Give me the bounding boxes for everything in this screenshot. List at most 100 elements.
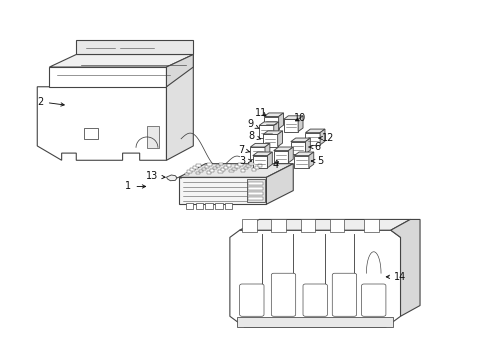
Bar: [206, 171, 211, 174]
Text: 12: 12: [318, 133, 334, 143]
Text: 1: 1: [125, 181, 145, 192]
Bar: [193, 166, 197, 169]
Text: 11: 11: [255, 108, 267, 118]
Polygon shape: [166, 54, 193, 87]
Bar: [185, 203, 193, 208]
Bar: [237, 317, 392, 327]
Text: 9: 9: [247, 120, 259, 129]
Polygon shape: [259, 122, 278, 126]
Bar: [83, 128, 98, 139]
Bar: [198, 170, 203, 172]
Bar: [209, 169, 214, 172]
Bar: [329, 220, 344, 232]
Polygon shape: [49, 54, 193, 67]
Polygon shape: [178, 164, 293, 177]
Bar: [201, 168, 205, 170]
Bar: [229, 170, 233, 172]
Polygon shape: [305, 138, 310, 154]
Bar: [205, 203, 212, 208]
Polygon shape: [37, 87, 166, 160]
Bar: [218, 163, 223, 165]
Bar: [215, 165, 220, 167]
Polygon shape: [239, 220, 409, 230]
Bar: [249, 163, 253, 165]
Polygon shape: [283, 116, 303, 120]
Polygon shape: [166, 54, 193, 160]
Bar: [251, 168, 256, 171]
Text: 4: 4: [272, 160, 278, 170]
Bar: [294, 156, 308, 168]
Polygon shape: [278, 113, 283, 129]
Bar: [196, 164, 200, 167]
Bar: [242, 220, 256, 232]
Bar: [195, 203, 203, 208]
Polygon shape: [250, 143, 269, 147]
Bar: [248, 181, 263, 185]
Text: 7: 7: [238, 144, 249, 154]
Polygon shape: [308, 152, 313, 168]
Bar: [212, 167, 217, 170]
Bar: [248, 197, 263, 200]
Text: 3: 3: [239, 156, 251, 166]
Polygon shape: [252, 152, 272, 156]
Bar: [283, 120, 298, 132]
FancyBboxPatch shape: [239, 284, 264, 316]
Bar: [257, 164, 262, 167]
Bar: [300, 220, 315, 232]
Bar: [195, 172, 200, 175]
Bar: [246, 179, 265, 202]
Bar: [238, 163, 242, 166]
Bar: [363, 220, 378, 232]
Polygon shape: [305, 129, 325, 133]
Text: 10: 10: [294, 113, 306, 123]
Bar: [252, 156, 267, 168]
Text: 13: 13: [145, 171, 165, 181]
Polygon shape: [294, 152, 313, 156]
Bar: [248, 192, 263, 195]
Polygon shape: [229, 230, 400, 327]
Bar: [259, 126, 273, 138]
Bar: [215, 203, 222, 208]
Bar: [290, 141, 305, 154]
Polygon shape: [264, 143, 269, 159]
Bar: [246, 165, 250, 167]
Text: 5: 5: [311, 156, 323, 166]
FancyBboxPatch shape: [361, 284, 385, 316]
Bar: [187, 171, 191, 173]
Text: 6: 6: [308, 142, 320, 152]
Bar: [254, 166, 259, 169]
Polygon shape: [273, 122, 278, 138]
Bar: [224, 203, 232, 208]
Bar: [235, 166, 239, 168]
Bar: [204, 166, 208, 168]
Text: 2: 2: [38, 97, 64, 107]
Text: 8: 8: [248, 131, 260, 141]
Bar: [243, 167, 247, 170]
FancyBboxPatch shape: [303, 284, 327, 316]
Bar: [232, 168, 236, 170]
Text: 14: 14: [386, 272, 406, 282]
Polygon shape: [290, 138, 310, 141]
Polygon shape: [267, 152, 272, 168]
Bar: [224, 166, 228, 169]
Polygon shape: [166, 175, 177, 181]
Bar: [305, 133, 320, 145]
Bar: [250, 147, 264, 159]
Polygon shape: [390, 220, 419, 316]
Bar: [184, 173, 188, 175]
Bar: [190, 168, 194, 171]
Bar: [221, 168, 225, 171]
Bar: [178, 177, 266, 204]
FancyBboxPatch shape: [271, 273, 295, 316]
Polygon shape: [288, 147, 293, 163]
FancyBboxPatch shape: [331, 273, 356, 316]
Bar: [263, 134, 277, 147]
Bar: [226, 164, 231, 167]
Bar: [218, 171, 222, 173]
Bar: [264, 117, 278, 129]
Bar: [248, 186, 263, 190]
Polygon shape: [266, 164, 293, 204]
Polygon shape: [49, 67, 166, 87]
Polygon shape: [298, 116, 303, 132]
Polygon shape: [273, 147, 293, 150]
